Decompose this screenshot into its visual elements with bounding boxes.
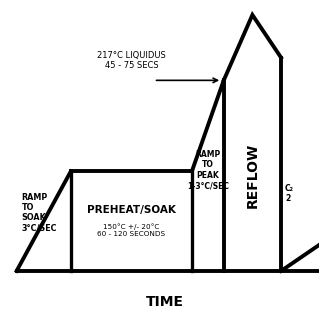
Text: 150°C +/- 20°C
60 - 120 SECONDS: 150°C +/- 20°C 60 - 120 SECONDS — [97, 223, 165, 236]
Text: C₂
2: C₂ 2 — [285, 184, 294, 203]
Text: TIME: TIME — [146, 295, 184, 309]
Text: RAMP
TO
SOAK
3°C/SEC: RAMP TO SOAK 3°C/SEC — [21, 193, 57, 233]
Text: 217°C LIQUIDUS
45 - 75 SECS: 217°C LIQUIDUS 45 - 75 SECS — [97, 51, 166, 70]
Text: REFLOW: REFLOW — [245, 143, 260, 208]
Text: RAMP
TO
PEAK
1-3°C/SEC: RAMP TO PEAK 1-3°C/SEC — [187, 150, 229, 190]
Text: PREHEAT/SOAK: PREHEAT/SOAK — [87, 205, 176, 215]
